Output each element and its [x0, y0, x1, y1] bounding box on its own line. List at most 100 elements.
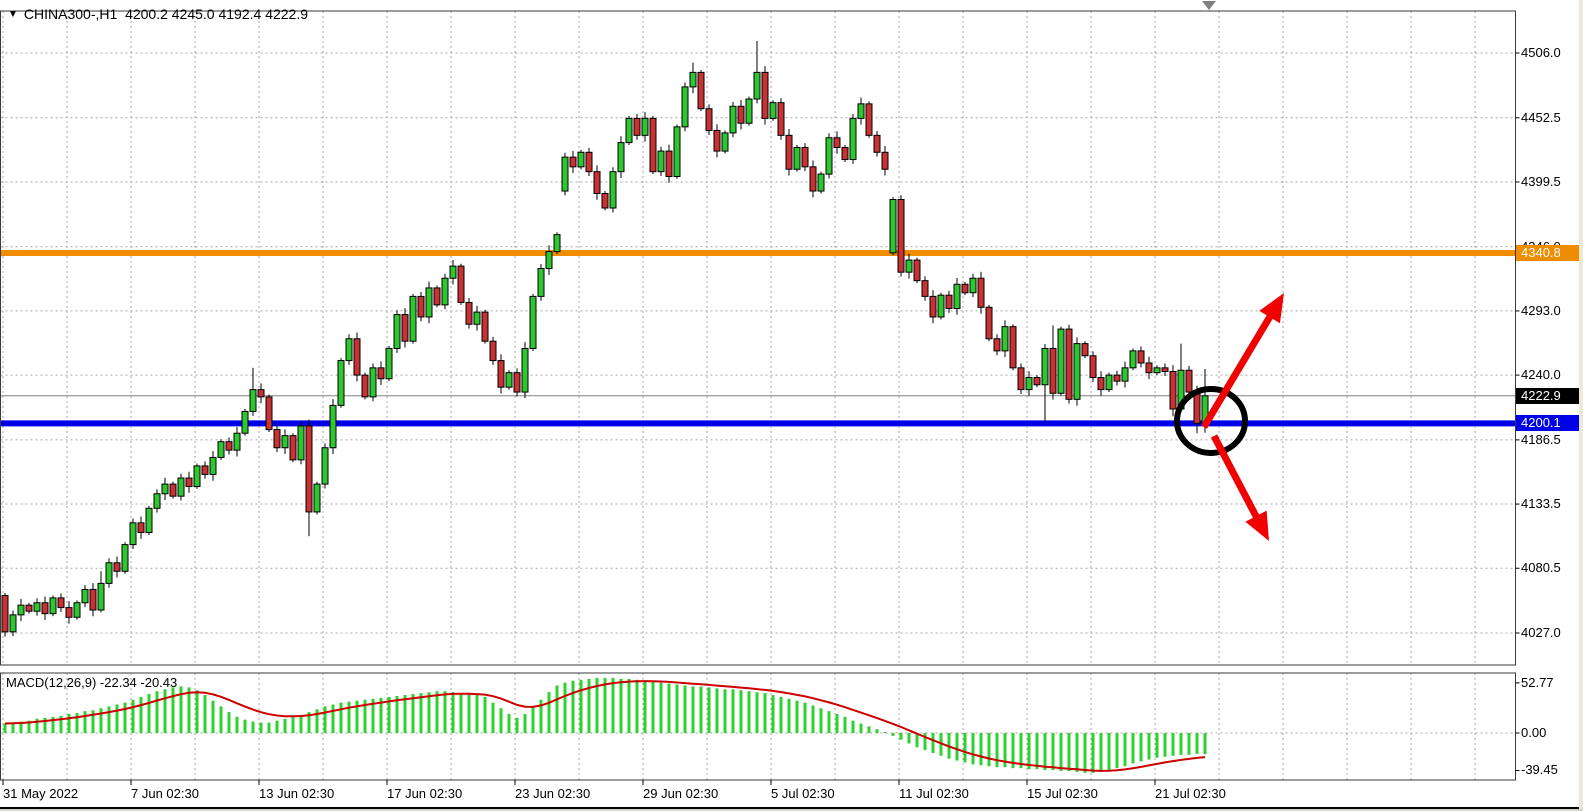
down-arrow-annotation[interactable] [1210, 434, 1261, 522]
symbol-title: CHINA300-,H1 [23, 6, 118, 22]
candle-body [129, 522, 137, 546]
candle-body [729, 105, 737, 134]
candle-body [137, 522, 145, 534]
candle-body [481, 311, 489, 342]
candle-body [945, 294, 953, 309]
macd-tick-label: 0.00 [1521, 725, 1547, 740]
candle-body [153, 493, 161, 509]
candle-body [929, 295, 937, 318]
candle-body [881, 151, 889, 170]
window-right-edge [1579, 0, 1583, 811]
candle-body [561, 156, 569, 192]
resistance-line-price-badge: 4340.8 [1516, 245, 1583, 262]
candle-body [1033, 377, 1041, 386]
candle-body [1041, 347, 1049, 386]
candle-body [705, 108, 713, 131]
time-axis-label: 13 Jun 02:30 [259, 786, 335, 801]
candle-body [897, 199, 905, 273]
candle-body [1001, 326, 1009, 352]
candle-body [1105, 374, 1113, 391]
macd-tick-label: -39.45 [1521, 762, 1558, 777]
candle-body [857, 103, 865, 119]
time-axis-label: 17 Jun 02:30 [387, 786, 463, 801]
macd-signal-line [4, 680, 1206, 772]
candle-body [273, 429, 281, 449]
chart-header: ▼ CHINA300-,H1 4200.2 4245.0 4192.4 4222.… [8, 6, 308, 22]
candle-body [65, 607, 73, 618]
macd-histogram [3, 677, 1207, 773]
candle-body [825, 137, 833, 175]
candle-body [321, 447, 329, 485]
candle-body [1153, 367, 1161, 374]
candle-body [121, 544, 129, 572]
candle-body [585, 151, 593, 173]
candle-body [425, 287, 433, 318]
candle-body [441, 277, 449, 306]
candle-body [937, 294, 945, 318]
current-price-line-price-badge: 4222.9 [1516, 387, 1583, 404]
candle-body [625, 117, 633, 144]
candle-body [889, 199, 897, 254]
price-tick-label: 4452.5 [1521, 109, 1561, 125]
candle-body [377, 367, 385, 380]
time-axis-label: 21 Jul 02:30 [1155, 786, 1226, 801]
macd-indicator-label: MACD(12,26,9) -22.34 -20.43 [6, 675, 178, 690]
candle-body [409, 295, 417, 342]
candle-body [449, 265, 457, 279]
candle-body [841, 146, 849, 161]
candle-body [649, 117, 657, 173]
candle-body [1113, 374, 1121, 382]
macd-tick-label: 52.77 [1521, 674, 1554, 690]
time-axis-label: 29 Jun 02:30 [643, 786, 719, 801]
candle-body [161, 483, 169, 495]
candle-body [681, 86, 689, 128]
candle-body [577, 151, 585, 168]
candle-body [225, 441, 233, 451]
candle-body [921, 280, 929, 297]
candle-body [969, 277, 977, 294]
candle-body [249, 389, 257, 412]
candle-body [873, 134, 881, 153]
candle-body [217, 441, 225, 458]
up-arrow-annotation[interactable] [1200, 311, 1275, 429]
candle-body [793, 146, 801, 170]
candle-body [737, 105, 745, 124]
candle-body [961, 283, 969, 294]
candle-body [97, 582, 105, 611]
candle-body [569, 156, 577, 168]
candle-body [609, 171, 617, 209]
candle-body [817, 173, 825, 192]
candle-body [33, 602, 41, 612]
candle-body [289, 435, 297, 461]
candle-body [697, 71, 705, 110]
time-axis-label: 11 Jul 02:30 [899, 786, 969, 801]
candle-body [721, 132, 729, 152]
candle-body [113, 562, 121, 572]
candle-body [553, 234, 561, 253]
candle-body [849, 117, 857, 161]
candle-body [1, 594, 9, 633]
candle-body [337, 360, 345, 406]
candle-body [521, 347, 529, 393]
candle-body [769, 102, 777, 119]
candle-body [1193, 391, 1201, 424]
price-tick-label: 4027.0 [1521, 625, 1561, 641]
candle-body [401, 314, 409, 342]
symbol-dropdown-icon[interactable]: ▼ [8, 9, 18, 20]
candle-body [537, 268, 545, 297]
candle-body [81, 588, 89, 604]
highlight-circle-annotation[interactable] [1174, 386, 1248, 456]
up-arrow-annotation-head [1259, 293, 1284, 324]
candle-body [1185, 369, 1193, 393]
candle-body [417, 295, 425, 318]
candle-body [305, 425, 313, 513]
candle-body [1025, 377, 1033, 391]
macd-pane-border [0, 672, 1516, 781]
candle-body [1145, 362, 1153, 374]
candle-body [241, 410, 249, 434]
candle-body [1169, 370, 1177, 410]
candle-body [465, 301, 473, 325]
candle-body [689, 71, 697, 88]
candle-body [201, 465, 209, 475]
